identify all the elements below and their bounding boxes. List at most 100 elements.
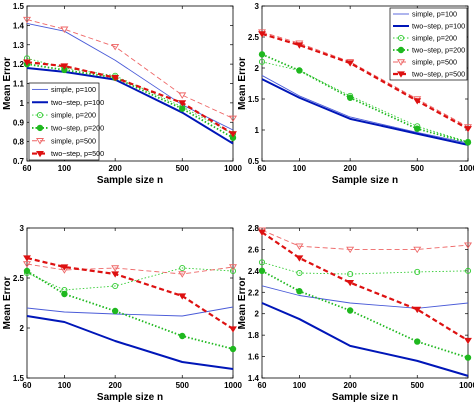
data-point <box>111 75 120 82</box>
data-point <box>111 307 119 315</box>
legend-label: two−step, p=100 <box>51 98 104 107</box>
data-point <box>464 139 472 146</box>
data-point <box>179 332 186 340</box>
data-point <box>258 259 266 266</box>
legend-marker <box>397 34 405 42</box>
series-two-step-500 <box>258 229 472 345</box>
data-point <box>60 63 69 70</box>
y-tick-label: 3 <box>255 2 260 11</box>
series-line <box>26 306 234 317</box>
plot-frame <box>261 227 469 379</box>
x-axis-label: Sample size n <box>97 175 163 186</box>
series-line <box>26 256 234 330</box>
data-point <box>111 43 120 51</box>
chart-panel-1: 60 100 200 500 1000 0.7 0.8 0.9 1 1.1 1.2 1.3 1.4 1.5… <box>2 2 242 186</box>
y-tick-label: 0.9 <box>13 118 25 127</box>
data-point <box>414 125 421 132</box>
series-line <box>261 270 469 359</box>
data-point <box>464 126 472 133</box>
y-tick-label: 1.5 <box>248 95 260 104</box>
data-point <box>179 264 186 272</box>
y-tick-label: 0.5 <box>248 157 260 166</box>
legend-label: two−step, p=500 <box>51 149 104 158</box>
series-simple-500 <box>22 16 238 123</box>
series-simple-100 <box>26 306 234 317</box>
data-point <box>296 269 303 277</box>
series-line <box>26 63 234 139</box>
series-line <box>261 31 469 128</box>
chart-panel-2: 60 100 200 500 1000 0.5 1 1.5 2 2.5 3 Sample size n… <box>237 2 474 186</box>
data-point <box>346 307 354 314</box>
y-tick-label: 2 <box>255 64 260 73</box>
y-tick-label: 2.6 <box>248 245 260 254</box>
series-line <box>261 229 469 250</box>
legend-label: simple, p=100 <box>51 85 96 94</box>
data-point <box>228 115 238 123</box>
data-point <box>229 267 237 275</box>
legend-label: two−step, p=200 <box>412 46 465 55</box>
x-tick-label: 1000 <box>224 381 242 390</box>
data-point <box>111 265 120 272</box>
y-tick-label: 1.8 <box>248 331 260 340</box>
data-point <box>414 338 421 345</box>
series-line <box>26 19 234 119</box>
data-point <box>346 246 355 254</box>
series-two-step-500 <box>258 31 472 133</box>
y-axis-label: Mean Error <box>237 57 248 110</box>
legend-label: two−step, p=100 <box>412 22 465 31</box>
series-two-step-500 <box>23 59 237 138</box>
y-tick-label: 2 <box>255 310 260 319</box>
data-point <box>22 261 32 268</box>
x-tick-label: 500 <box>411 164 425 173</box>
y-tick-label: 2.5 <box>248 33 260 42</box>
series-simple-500 <box>257 227 473 254</box>
y-tick-label: 0.8 <box>13 138 25 147</box>
legend: simple, p=100 two−step, p=100 simple, p=20… <box>28 82 104 161</box>
data-point <box>346 280 355 287</box>
y-tick-label: 0.7 <box>13 157 25 166</box>
series-two-step-100 <box>26 315 234 370</box>
series-two-step-200 <box>258 51 472 146</box>
data-point <box>258 58 266 65</box>
x-tick-label: 60 <box>258 381 267 390</box>
plot-frame <box>261 5 469 162</box>
series-line <box>26 263 234 275</box>
legend-label: simple, p=500 <box>51 136 96 145</box>
series-simple-200 <box>258 259 472 278</box>
data-point <box>61 290 68 298</box>
y-tick-label: 2.5 <box>13 274 25 283</box>
data-point <box>413 246 422 254</box>
x-tick-label: 100 <box>293 381 307 390</box>
chart-panel-4: 60 100 200 500 1000 1.4 1.6 1.8 2 2.2 2.4 2.6 2.8 Sam… <box>237 224 474 403</box>
data-point <box>413 306 422 314</box>
series-line <box>26 267 234 291</box>
data-point <box>229 131 237 138</box>
x-tick-label: 200 <box>343 381 357 390</box>
data-point <box>295 243 304 250</box>
data-point <box>346 60 355 67</box>
series-line <box>26 315 234 370</box>
legend-marker <box>36 112 44 119</box>
data-point <box>60 264 69 271</box>
legend-marker <box>396 59 406 66</box>
legend-marker <box>397 71 405 78</box>
y-tick-label: 1.1 <box>13 80 25 89</box>
x-tick-label: 1000 <box>224 164 242 173</box>
data-point <box>178 293 187 300</box>
data-point <box>22 16 32 24</box>
data-point <box>229 326 237 333</box>
data-point <box>347 271 354 278</box>
y-axis-label: Mean Error <box>237 276 248 329</box>
data-point <box>229 345 237 353</box>
series-simple-100 <box>26 22 234 131</box>
legend-marker <box>36 150 44 158</box>
legend-label: two−step, p=200 <box>51 124 104 133</box>
y-tick-label: 1 <box>20 99 25 108</box>
data-point <box>112 282 119 290</box>
data-point <box>228 264 238 271</box>
series-line <box>26 22 234 131</box>
data-point <box>258 267 266 275</box>
data-point <box>346 94 354 101</box>
data-point <box>179 105 186 112</box>
